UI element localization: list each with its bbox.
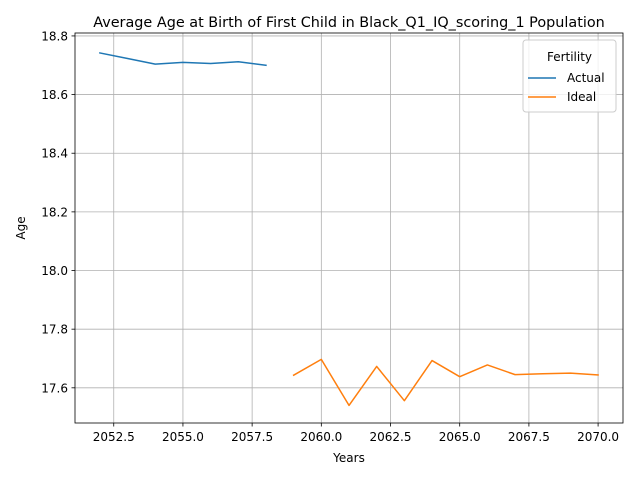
plot-area-frame	[74, 32, 624, 424]
x-tick-label: 2055.0	[162, 430, 204, 444]
x-tick-label: 2070.0	[577, 430, 619, 444]
legend-label-actual: Actual	[567, 71, 605, 85]
y-axis-label: Age	[14, 216, 28, 239]
x-tick-label: 2057.5	[231, 430, 273, 444]
x-tick-label: 2065.0	[439, 430, 481, 444]
legend: Fertility Actual Ideal	[522, 39, 617, 113]
y-tick-label: 18.4	[41, 147, 68, 161]
y-tick-label: 18.8	[41, 29, 68, 43]
x-tick-label: 2062.5	[370, 430, 412, 444]
y-axis-ticks: 17.6 17.8 18.0 18.2 18.4 18.6 18.8	[41, 29, 75, 395]
series-line-actual	[99, 52, 267, 67]
legend-frame	[522, 39, 617, 113]
x-tick-label: 2052.5	[93, 430, 135, 444]
y-tick-label: 18.0	[41, 264, 68, 278]
chart-title: Average Age at Birth of First Child in B…	[93, 15, 605, 31]
legend-label-ideal: Ideal	[567, 90, 596, 104]
y-tick-label: 17.8	[41, 323, 68, 337]
x-axis-ticks: 2052.5 2055.0 2057.5 2060.0 2062.5 2065.0 2067…	[93, 423, 619, 444]
x-tick-label: 2060.0	[300, 430, 342, 444]
y-tick-label: 17.6	[41, 381, 68, 395]
x-tick-label: 2067.5	[508, 430, 550, 444]
y-tick-label: 18.6	[41, 88, 68, 102]
series-layer	[99, 52, 599, 407]
x-axis-label: Years	[332, 451, 365, 465]
series-line-ideal	[292, 358, 599, 407]
legend-title: Fertility	[547, 50, 592, 64]
y-tick-label: 18.2	[41, 205, 68, 219]
